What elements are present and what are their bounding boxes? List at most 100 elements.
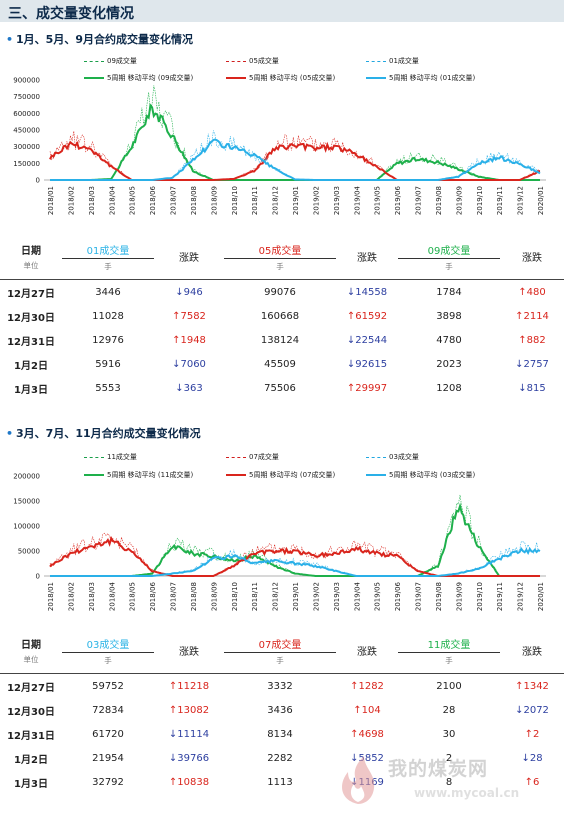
col-header-05: 05成交量 [224,240,336,259]
y-tick-label: 900000 [13,77,40,85]
value-cell: 99076 [224,280,336,305]
cell-text: 7582 [180,310,206,322]
cell-text: 882 [526,334,546,346]
change-cell: ↓2757 [500,352,564,376]
x-tick-label: 2019/07 [415,582,423,611]
cell-text: 59752 [92,680,124,692]
arrow-up-icon: ↑ [168,704,178,716]
x-tick-label: 2019/05 [374,582,382,611]
chart-2-volume: 0 50000 100000 150000 200000 2018/01 2018/02 20… [13,473,546,611]
cell-text: 4780 [436,334,462,346]
x-tick-label: 2018/05 [129,582,137,611]
cell-text: 5852 [358,752,384,764]
cell-text: 99076 [264,286,296,298]
x-tick-label: 2019/11 [496,582,504,611]
cell-text: 28 [529,752,543,764]
chart-1-volume: 0 150000 300000 450000 600000 750000 900000 201… [13,77,546,215]
value-cell: 12976 [62,328,154,352]
arrow-up-icon: ↑ [518,334,527,346]
date-header: 日期 [21,245,41,257]
cell-text: 12976 [92,334,124,346]
cell-text: 1月2日 [14,754,48,766]
cell-text: 39766 [177,752,210,764]
arrow-up-icon: ↑ [515,680,524,692]
cell-text: 3446 [95,286,121,298]
cell-text: 2023 [436,358,462,370]
cell-text: 11218 [177,680,210,692]
cell-text: 12月30日 [7,706,55,718]
cell-text: 12月30日 [7,312,55,324]
unit-label: 单位 [23,261,39,271]
change-header: 涨跌 [179,253,199,264]
change-cell: ↓5852 [336,746,398,770]
table-row: 12月31日 61720 ↓11114 8134 ↑4698 30 ↑2 [0,722,564,746]
legend-11-ma: 5周期 移动平均 (11成交量) [84,470,193,480]
arrow-down-icon: ↓ [346,286,356,298]
cell-text: 1342 [523,680,549,692]
x-tick-label: 2019/04 [353,185,361,215]
cell-text: 12月31日 [7,730,55,742]
x-tick-label: 2019/07 [415,186,423,215]
table-1: 日期 01成交量 涨跌 05成交量 涨跌 09成交量 涨跌 单位 手 手 手 1… [0,240,564,400]
cell-text: 1784 [436,286,462,298]
row-date: 1月3日 [0,376,62,400]
table-row: 12月30日 11028 ↑7582 160668 ↑61592 3898 ↑2114 [0,304,564,328]
cell-text: 8 [445,776,453,788]
x-tick-label: 2018/11 [251,186,259,215]
date-header: 日期 [21,639,41,651]
x-tick-label: 2018/09 [210,582,218,611]
cell-text: 2072 [523,704,549,716]
cell-text: 3332 [267,680,293,692]
value-cell: 28 [398,698,500,722]
x-tick-label: 2019/12 [517,582,525,611]
change-cell: ↑1282 [336,674,398,699]
x-tick-label: 2019/05 [374,186,382,215]
change-cell: ↓28 [500,746,564,770]
x-tick-label: 2020/01 [537,582,545,611]
value-cell: 1113 [224,770,336,794]
value-cell: 2 [398,746,500,770]
value-cell: 5916 [62,352,154,376]
change-cell: ↑882 [500,328,564,352]
cell-text: 2282 [267,752,293,764]
x-tick-label: 2018/02 [67,186,75,215]
section1-title: • 1月、5月、9月合约成交量变化情况 [6,31,193,47]
x-tick-label: 2018/02 [67,582,75,611]
change-cell: ↓39766 [154,746,224,770]
value-cell: 3898 [398,304,500,328]
arrow-down-icon: ↓ [172,358,181,370]
row-date: 12月31日 [0,328,62,352]
row-date: 1月3日 [0,770,62,794]
x-tick-label: 2018/05 [129,186,137,215]
x-tick-label: 2018/03 [88,582,96,611]
x-tick-label: 2019/04 [353,581,361,611]
cell-text: 21954 [92,752,124,764]
cell-text: 32792 [92,776,124,788]
legend-05-raw: 05成交量 [226,56,279,66]
cell-text: 2 [445,752,453,764]
cell-text: 1169 [358,776,384,788]
section2-title: • 3月、7月、11月合约成交量变化情况 [6,425,201,441]
y-tick-label: 150000 [13,160,40,168]
x-tick-label: 2018/11 [251,582,259,611]
cell-text: 138124 [260,334,300,346]
value-cell: 45509 [224,352,336,376]
value-cell: 1784 [398,280,500,305]
raw-volume-line [49,532,540,577]
table-row: 12月30日 72834 ↑13082 3436 ↑104 28 ↓2072 [0,698,564,722]
row-date: 12月27日 [0,280,62,305]
cell-text: 104 [361,704,381,716]
cell-text: 12月27日 [7,682,55,694]
arrow-down-icon: ↓ [515,704,524,716]
x-tick-label: 2019/11 [496,186,504,215]
change-header: 涨跌 [522,647,542,658]
value-cell: 8 [398,770,500,794]
x-tick-label: 2019/09 [455,186,463,215]
section2-title-text: 3月、7月、11月合约成交量变化情况 [16,427,201,440]
cell-text: 2114 [523,310,549,322]
x-tick-label: 2019/12 [517,186,525,215]
change-cell: ↑480 [500,280,564,305]
cell-text: 12月27日 [7,288,55,300]
y-tick-label: 150000 [13,498,40,506]
x-tick-label: 2018/12 [272,582,280,611]
